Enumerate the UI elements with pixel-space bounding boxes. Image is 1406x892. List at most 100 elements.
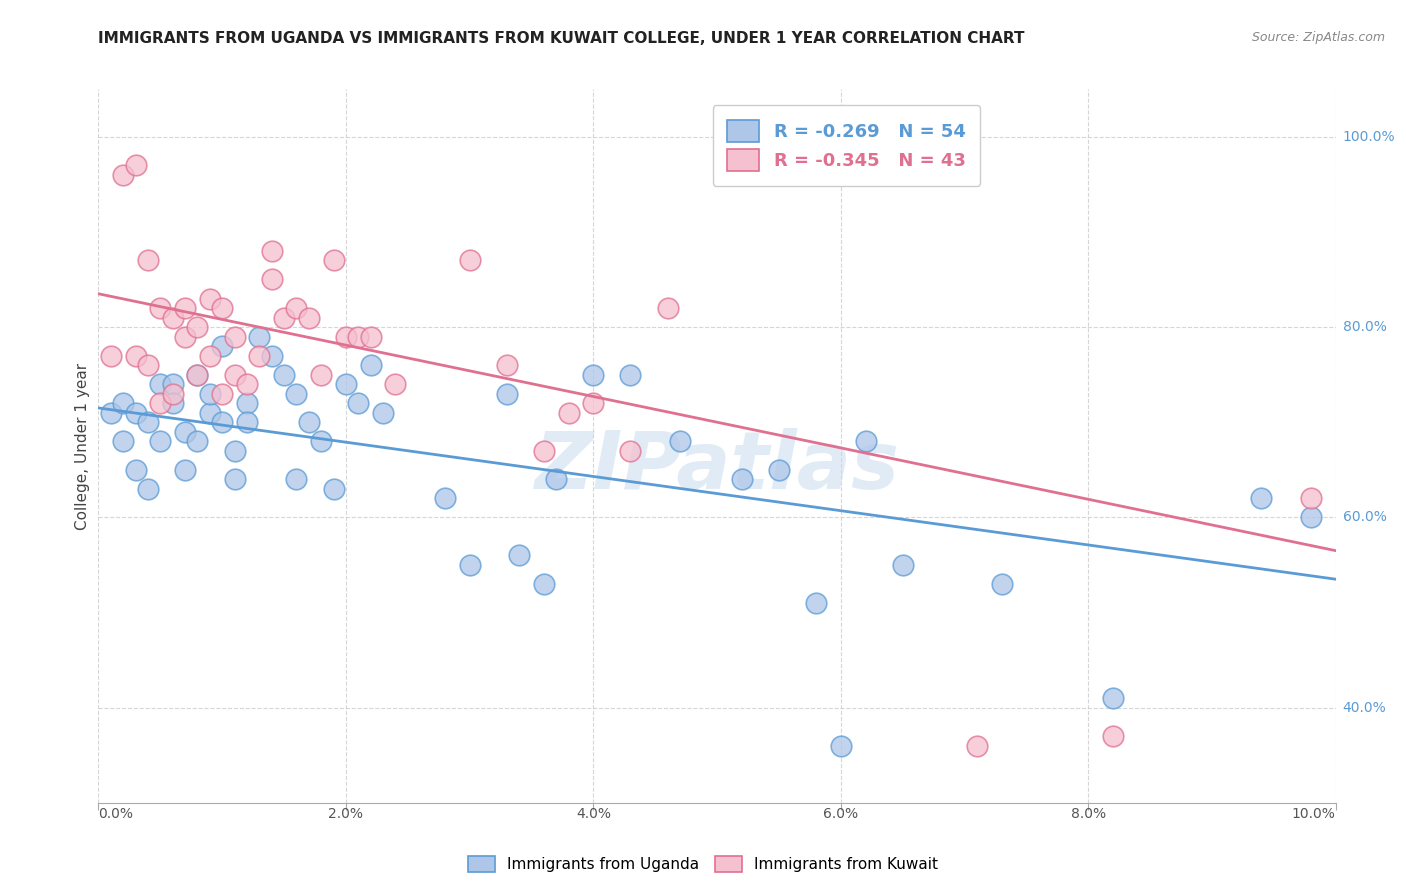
- Point: [224, 329, 246, 343]
- Point: [830, 739, 852, 753]
- Text: 8.0%: 8.0%: [1071, 807, 1105, 822]
- Text: 4.0%: 4.0%: [576, 807, 610, 822]
- Point: [260, 349, 283, 363]
- Text: 40.0%: 40.0%: [1343, 700, 1386, 714]
- Point: [273, 368, 295, 382]
- Point: [247, 349, 270, 363]
- Text: Source: ZipAtlas.com: Source: ZipAtlas.com: [1251, 31, 1385, 45]
- Point: [100, 406, 122, 420]
- Point: [162, 310, 184, 325]
- Point: [124, 406, 146, 420]
- Point: [211, 415, 233, 429]
- Point: [112, 168, 135, 182]
- Text: 60.0%: 60.0%: [1343, 510, 1386, 524]
- Point: [174, 425, 197, 439]
- Point: [322, 253, 344, 268]
- Point: [619, 368, 641, 382]
- Point: [335, 329, 357, 343]
- Text: 2.0%: 2.0%: [329, 807, 363, 822]
- Point: [533, 577, 555, 591]
- Point: [198, 292, 221, 306]
- Point: [347, 329, 370, 343]
- Point: [508, 549, 530, 563]
- Point: [162, 377, 184, 392]
- Point: [855, 434, 877, 449]
- Point: [298, 415, 321, 429]
- Point: [371, 406, 394, 420]
- Point: [669, 434, 692, 449]
- Point: [236, 415, 259, 429]
- Point: [186, 320, 208, 334]
- Point: [458, 558, 481, 572]
- Point: [458, 253, 481, 268]
- Point: [124, 158, 146, 172]
- Point: [136, 358, 159, 372]
- Point: [174, 329, 197, 343]
- Point: [162, 396, 184, 410]
- Text: IMMIGRANTS FROM UGANDA VS IMMIGRANTS FROM KUWAIT COLLEGE, UNDER 1 YEAR CORRELATI: IMMIGRANTS FROM UGANDA VS IMMIGRANTS FRO…: [98, 31, 1025, 46]
- Point: [1102, 691, 1125, 706]
- Point: [309, 434, 332, 449]
- Point: [891, 558, 914, 572]
- Point: [1102, 729, 1125, 743]
- Point: [186, 434, 208, 449]
- Point: [236, 377, 259, 392]
- Point: [433, 491, 456, 506]
- Point: [149, 434, 172, 449]
- Point: [384, 377, 406, 392]
- Text: 6.0%: 6.0%: [824, 807, 858, 822]
- Text: 80.0%: 80.0%: [1343, 320, 1386, 334]
- Point: [186, 368, 208, 382]
- Point: [768, 463, 790, 477]
- Text: 0.0%: 0.0%: [98, 807, 134, 822]
- Point: [174, 463, 197, 477]
- Point: [124, 463, 146, 477]
- Point: [198, 349, 221, 363]
- Point: [112, 434, 135, 449]
- Point: [211, 301, 233, 315]
- Point: [731, 472, 754, 486]
- Point: [198, 386, 221, 401]
- Point: [1250, 491, 1272, 506]
- Point: [582, 368, 605, 382]
- Point: [260, 244, 283, 258]
- Point: [260, 272, 283, 286]
- Point: [211, 339, 233, 353]
- Y-axis label: College, Under 1 year: College, Under 1 year: [75, 362, 90, 530]
- Point: [224, 472, 246, 486]
- Point: [285, 472, 308, 486]
- Point: [100, 349, 122, 363]
- Point: [966, 739, 988, 753]
- Point: [1299, 491, 1322, 506]
- Point: [360, 329, 382, 343]
- Point: [619, 443, 641, 458]
- Point: [322, 482, 344, 496]
- Point: [360, 358, 382, 372]
- Point: [136, 482, 159, 496]
- Point: [247, 329, 270, 343]
- Point: [149, 377, 172, 392]
- Point: [1299, 510, 1322, 524]
- Point: [990, 577, 1012, 591]
- Text: 100.0%: 100.0%: [1343, 129, 1395, 144]
- Point: [162, 386, 184, 401]
- Point: [136, 253, 159, 268]
- Text: 10.0%: 10.0%: [1292, 807, 1336, 822]
- Legend: R = -0.269   N = 54, R = -0.345   N = 43: R = -0.269 N = 54, R = -0.345 N = 43: [713, 105, 980, 186]
- Point: [149, 396, 172, 410]
- Point: [657, 301, 679, 315]
- Point: [804, 596, 827, 610]
- Point: [495, 386, 517, 401]
- Point: [347, 396, 370, 410]
- Point: [124, 349, 146, 363]
- Point: [285, 386, 308, 401]
- Point: [495, 358, 517, 372]
- Point: [546, 472, 568, 486]
- Point: [211, 386, 233, 401]
- Point: [285, 301, 308, 315]
- Point: [557, 406, 579, 420]
- Point: [224, 368, 246, 382]
- Point: [136, 415, 159, 429]
- Point: [198, 406, 221, 420]
- Point: [582, 396, 605, 410]
